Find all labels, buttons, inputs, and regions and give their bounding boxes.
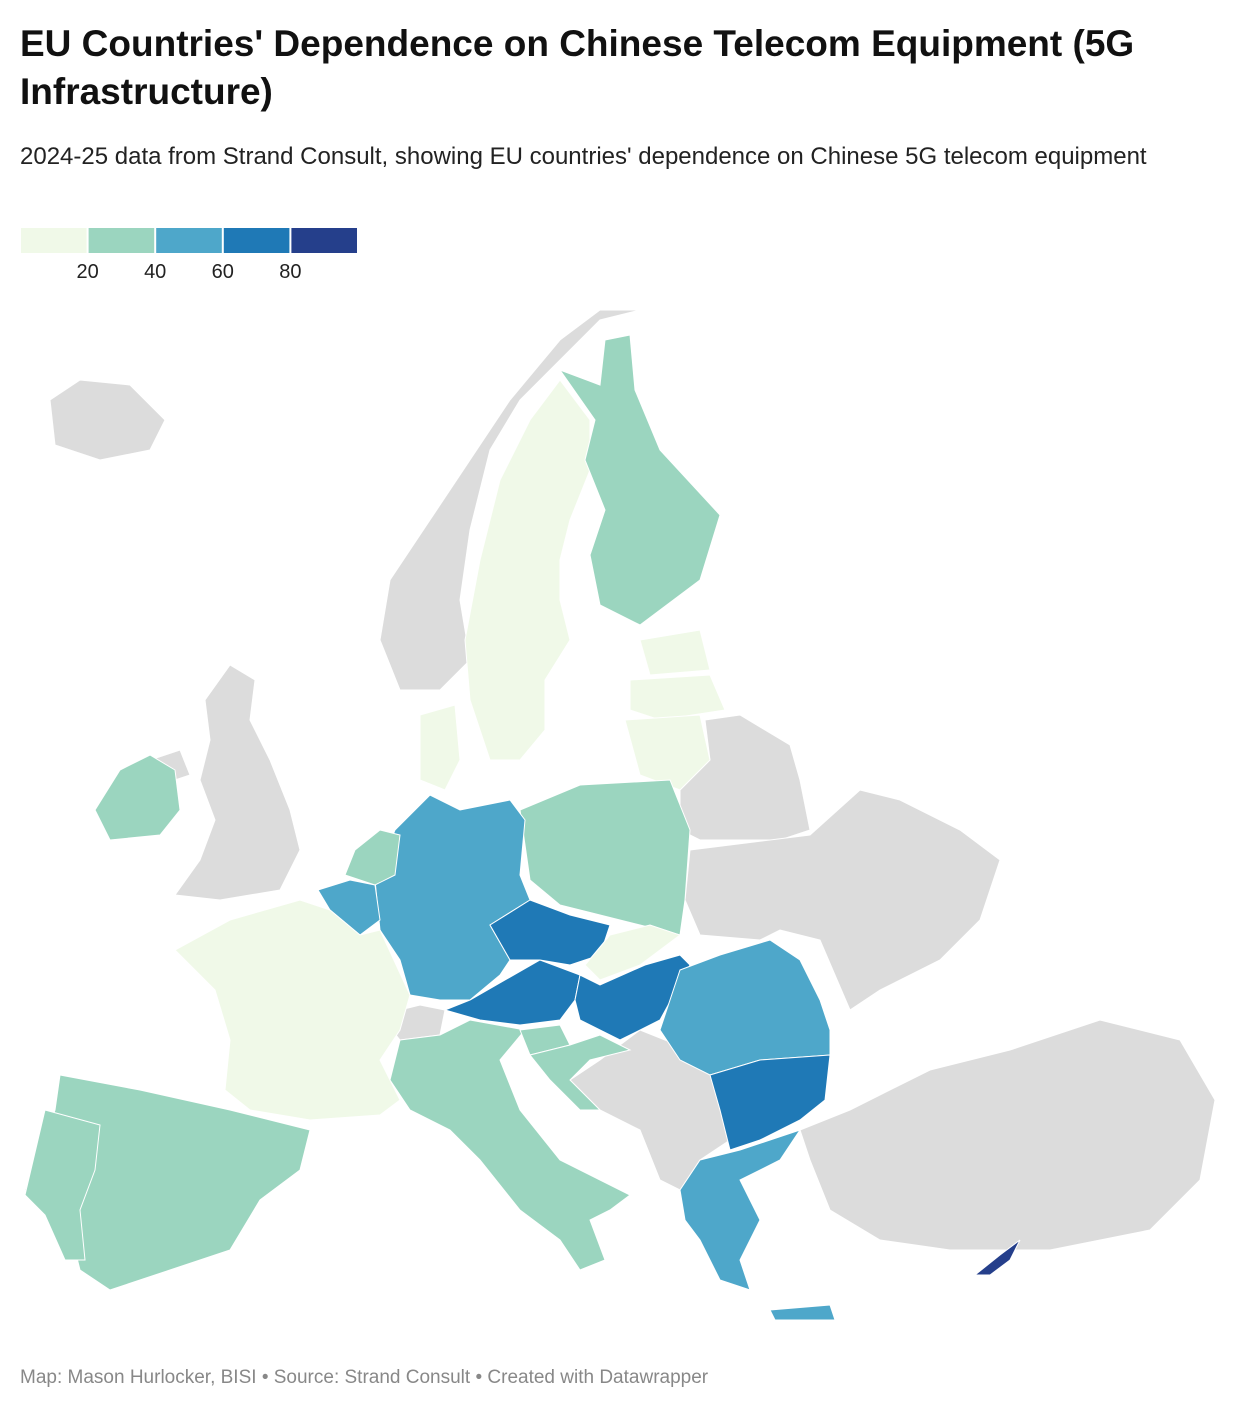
country — [344, 829, 401, 886]
land — [174, 664, 301, 901]
country — [174, 899, 411, 1121]
legend-swatch — [21, 228, 87, 253]
subtitle: 2024-25 data from Strand Consult, showin… — [20, 143, 1147, 170]
legend-tick-label: 20 — [76, 261, 98, 283]
country — [94, 754, 181, 841]
country — [574, 954, 691, 1041]
country — [529, 1034, 632, 1111]
land — [49, 379, 166, 461]
footer: Map: Mason Hurlocker, BISI • Source: Str… — [20, 1367, 709, 1388]
country — [709, 1054, 831, 1151]
country — [464, 379, 591, 761]
legend-swatch — [88, 228, 155, 253]
land — [569, 1029, 731, 1191]
country — [558, 334, 721, 626]
land — [799, 1019, 1216, 1251]
legend-swatch — [156, 228, 222, 253]
country — [679, 1129, 802, 1291]
legend: 20 40 60 80 — [21, 228, 357, 283]
country — [639, 629, 711, 676]
country — [769, 1304, 836, 1321]
legend-tick-label: 80 — [279, 261, 301, 283]
country — [973, 1239, 1021, 1276]
legend-swatch — [291, 228, 357, 253]
country — [624, 714, 711, 791]
eu-countries — [24, 334, 1021, 1321]
land — [684, 789, 1001, 1011]
country — [584, 924, 682, 981]
title: EU Countries' Dependence on Chinese Tele… — [20, 23, 1135, 112]
land — [679, 714, 811, 841]
legend-tick-label: 40 — [144, 261, 166, 283]
country — [659, 939, 831, 1076]
legend-tick-label: 60 — [212, 261, 234, 283]
land — [379, 309, 641, 691]
country — [419, 704, 461, 791]
country — [629, 674, 726, 721]
country — [24, 1109, 101, 1261]
legend-swatch — [223, 228, 290, 253]
